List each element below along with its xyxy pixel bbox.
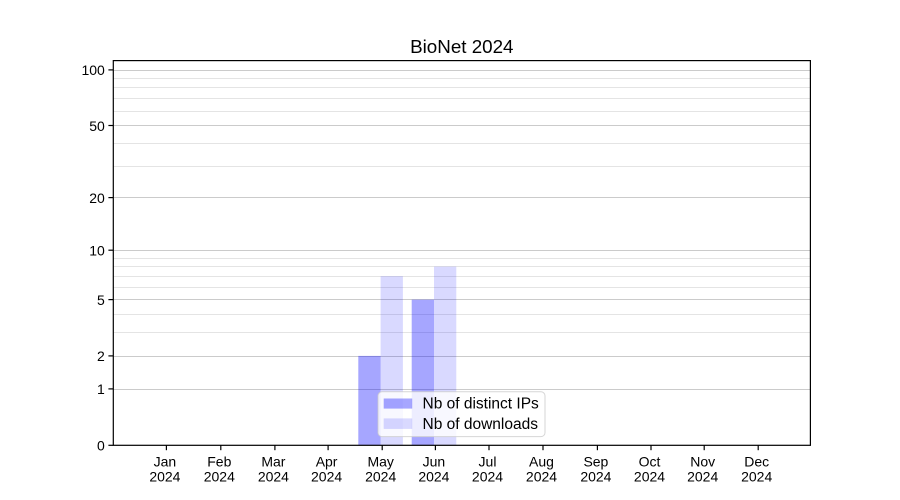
svg-text:Dec: Dec: [744, 454, 769, 470]
svg-text:20: 20: [89, 190, 105, 206]
svg-text:Nov: Nov: [690, 454, 715, 470]
svg-text:5: 5: [97, 292, 105, 308]
svg-text:2024: 2024: [741, 469, 772, 485]
svg-text:Nb of downloads: Nb of downloads: [423, 416, 539, 433]
svg-text:2024: 2024: [149, 469, 180, 485]
svg-text:2024: 2024: [418, 469, 449, 485]
svg-text:2024: 2024: [580, 469, 611, 485]
svg-text:2024: 2024: [634, 469, 665, 485]
svg-text:2024: 2024: [204, 469, 235, 485]
svg-text:2024: 2024: [526, 469, 557, 485]
svg-text:Sep: Sep: [583, 454, 608, 470]
svg-text:Jun: Jun: [423, 454, 446, 470]
svg-text:2024: 2024: [472, 469, 503, 485]
svg-text:Apr: Apr: [316, 454, 338, 470]
svg-text:BioNet 2024: BioNet 2024: [410, 36, 513, 57]
svg-text:Oct: Oct: [639, 454, 661, 470]
svg-text:2024: 2024: [258, 469, 289, 485]
svg-text:Mar: Mar: [261, 454, 285, 470]
svg-text:2: 2: [97, 348, 105, 364]
svg-text:2024: 2024: [311, 469, 342, 485]
svg-text:2024: 2024: [365, 469, 396, 485]
svg-text:1: 1: [97, 381, 105, 397]
svg-text:May: May: [367, 454, 393, 470]
svg-text:2024: 2024: [687, 469, 718, 485]
svg-text:50: 50: [89, 118, 105, 134]
svg-text:Nb of distinct IPs: Nb of distinct IPs: [423, 395, 540, 412]
svg-text:0: 0: [97, 438, 105, 454]
svg-text:10: 10: [89, 243, 105, 259]
svg-text:Jul: Jul: [479, 454, 497, 470]
svg-text:100: 100: [81, 62, 105, 78]
svg-text:Jan: Jan: [154, 454, 177, 470]
svg-text:Feb: Feb: [207, 454, 231, 470]
svg-text:Aug: Aug: [529, 454, 554, 470]
